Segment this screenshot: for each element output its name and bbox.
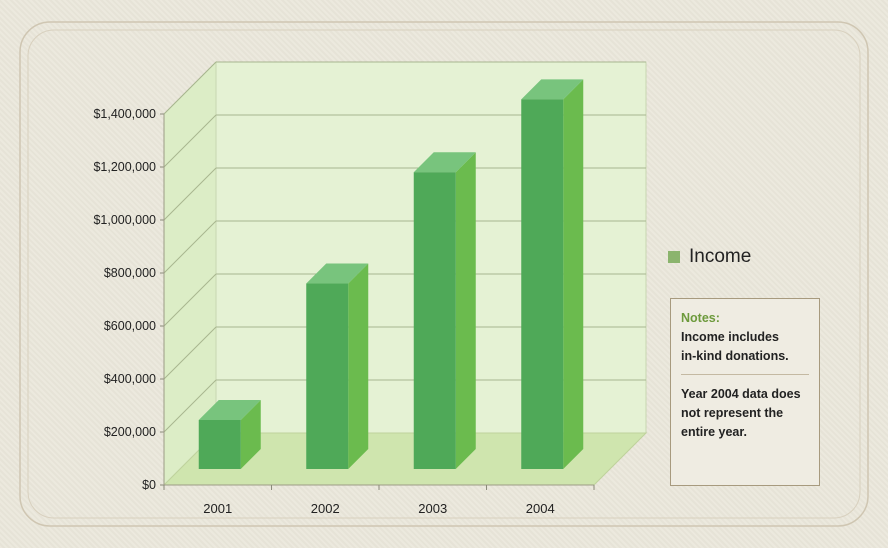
bar-side-2004 bbox=[563, 79, 584, 469]
bar-side-2001 bbox=[240, 400, 261, 469]
frame-border-outer bbox=[19, 21, 869, 527]
bar-top-2001 bbox=[198, 400, 261, 420]
y-tick-label: $600,000 bbox=[104, 319, 156, 333]
legend-label: Income bbox=[689, 246, 752, 267]
legend: Income bbox=[668, 246, 751, 268]
grid-line-side bbox=[163, 379, 217, 433]
bar-top-2002 bbox=[306, 263, 369, 284]
y-tick-label: $0 bbox=[142, 478, 156, 492]
x-tick-label-2002: 2002 bbox=[311, 501, 340, 516]
notes-box: Notes: Income includes in-kind donations… bbox=[670, 298, 820, 486]
bar-top-2003 bbox=[413, 152, 476, 173]
grid-line-side bbox=[163, 220, 217, 274]
y-tick-label: $800,000 bbox=[104, 266, 156, 280]
y-tick-label: $1,400,000 bbox=[93, 107, 156, 121]
bar-2001 bbox=[198, 420, 241, 469]
bar-side-2002 bbox=[348, 263, 369, 469]
bar-2004 bbox=[521, 99, 564, 469]
notes-line-2: in-kind donations. bbox=[681, 349, 789, 363]
grid-line-side bbox=[163, 114, 217, 168]
y-tick-label: $400,000 bbox=[104, 372, 156, 386]
y-tick-label: $1,200,000 bbox=[93, 160, 156, 174]
x-tick-label-2003: 2003 bbox=[418, 501, 447, 516]
notes-title: Notes: bbox=[681, 311, 720, 325]
bar-top-2004 bbox=[521, 79, 584, 100]
notes-divider bbox=[681, 374, 809, 375]
notes-line-4: not represent the bbox=[681, 406, 784, 420]
notes-line-3: Year 2004 data does bbox=[681, 387, 801, 401]
x-tick-label-2004: 2004 bbox=[526, 501, 555, 516]
y-tick-label: $200,000 bbox=[104, 425, 156, 439]
legend-swatch bbox=[668, 251, 680, 263]
notes-line-5: entire year. bbox=[681, 425, 748, 439]
bar-2002 bbox=[306, 283, 349, 469]
bar-2003 bbox=[413, 172, 456, 469]
notes-line-1: Income includes bbox=[681, 330, 779, 344]
y-tick-label: $1,000,000 bbox=[93, 213, 156, 227]
frame-border-inner bbox=[27, 29, 861, 519]
grid-line-side bbox=[163, 326, 217, 380]
grid-line-side bbox=[163, 61, 217, 115]
bar-side-2003 bbox=[455, 152, 476, 469]
grid-line-side bbox=[163, 167, 217, 221]
x-tick-label-2001: 2001 bbox=[203, 501, 232, 516]
grid-line-side bbox=[163, 273, 217, 327]
